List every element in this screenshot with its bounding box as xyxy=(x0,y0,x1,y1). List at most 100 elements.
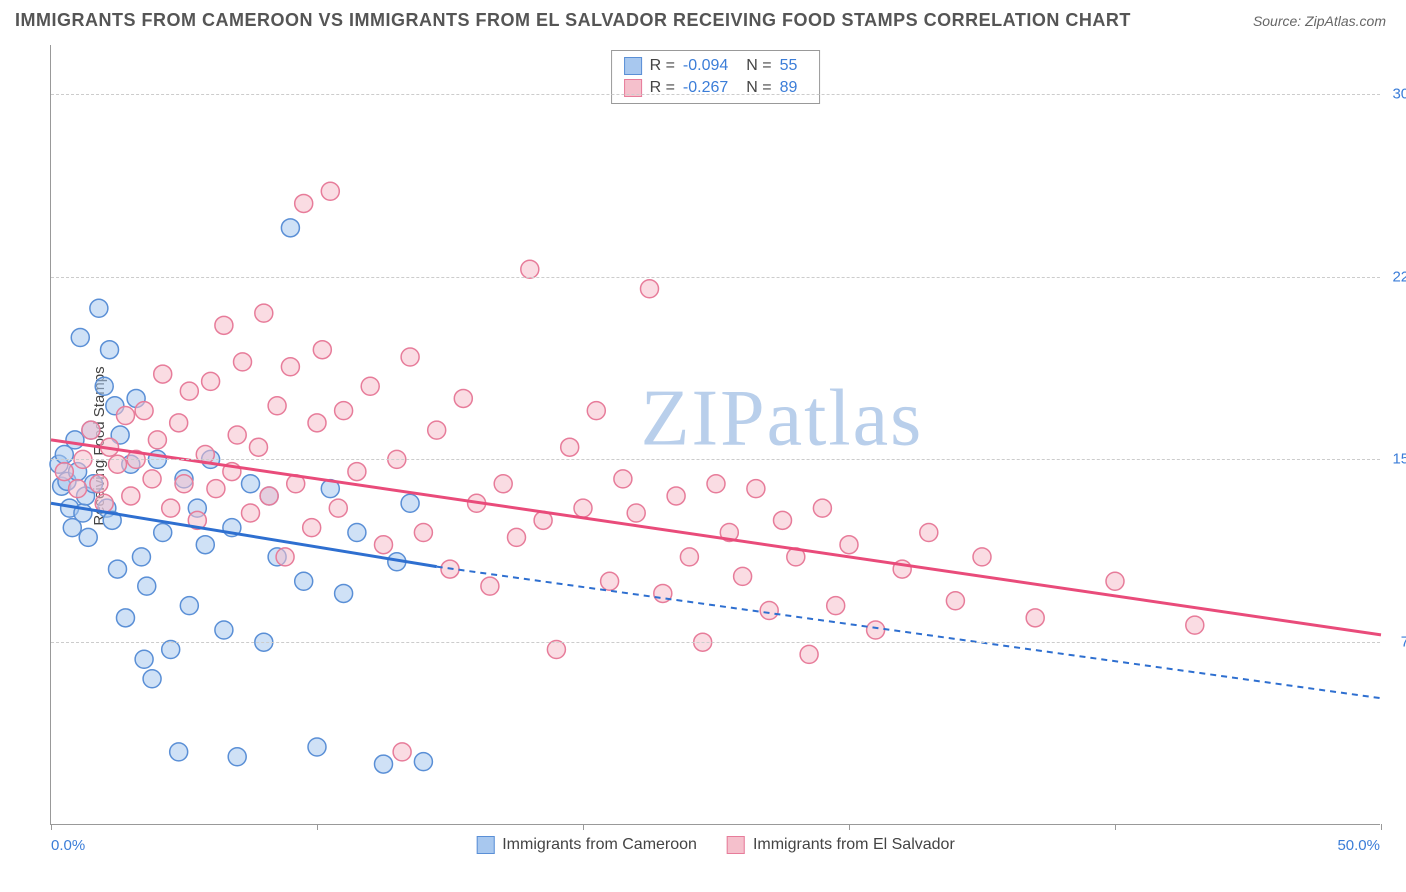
data-point xyxy=(707,475,725,493)
data-point xyxy=(414,524,432,542)
data-point xyxy=(228,748,246,766)
swatch-series1-legend xyxy=(476,836,494,854)
data-point xyxy=(101,341,119,359)
legend-label-series2: Immigrants from El Salvador xyxy=(753,836,955,854)
data-point xyxy=(329,499,347,517)
data-point xyxy=(268,397,286,415)
grid-line xyxy=(51,459,1380,460)
data-point xyxy=(521,260,539,278)
data-point xyxy=(109,560,127,578)
data-point xyxy=(66,431,84,449)
data-point xyxy=(154,365,172,383)
data-point xyxy=(196,536,214,554)
grid-line xyxy=(51,642,1380,643)
x-tick xyxy=(51,824,52,830)
data-point xyxy=(202,372,220,390)
data-point xyxy=(614,470,632,488)
data-point xyxy=(428,421,446,439)
data-point xyxy=(547,641,565,659)
data-point xyxy=(321,182,339,200)
x-tick xyxy=(583,824,584,830)
data-point xyxy=(116,407,134,425)
data-point xyxy=(1106,572,1124,590)
data-point xyxy=(627,504,645,522)
data-point xyxy=(348,524,366,542)
data-point xyxy=(71,329,89,347)
data-point xyxy=(295,194,313,212)
data-point xyxy=(313,341,331,359)
data-point xyxy=(82,421,100,439)
data-point xyxy=(162,499,180,517)
data-point xyxy=(132,548,150,566)
y-tick-label: 15.0% xyxy=(1392,451,1406,468)
data-point xyxy=(574,499,592,517)
data-point xyxy=(215,621,233,639)
data-point xyxy=(228,426,246,444)
data-point xyxy=(561,438,579,456)
grid-line xyxy=(51,277,1380,278)
data-point xyxy=(276,548,294,566)
legend-item-series2: Immigrants from El Salvador xyxy=(727,836,955,854)
data-point xyxy=(641,280,659,298)
swatch-series1 xyxy=(624,57,642,75)
data-point xyxy=(249,438,267,456)
data-point xyxy=(335,402,353,420)
data-point xyxy=(180,597,198,615)
data-point xyxy=(90,475,108,493)
stats-row-series1: R = -0.094 N = 55 xyxy=(624,55,808,77)
data-point xyxy=(255,304,273,322)
data-point xyxy=(827,597,845,615)
data-point xyxy=(1186,616,1204,634)
source-label: Source: ZipAtlas.com xyxy=(1253,13,1386,29)
x-max-label: 50.0% xyxy=(1337,837,1380,854)
data-point xyxy=(148,431,166,449)
data-point xyxy=(774,511,792,529)
data-point xyxy=(122,487,140,505)
data-point xyxy=(207,480,225,498)
scatter-svg xyxy=(51,45,1380,824)
legend-label-series1: Immigrants from Cameroon xyxy=(502,836,697,854)
data-point xyxy=(116,609,134,627)
data-point xyxy=(840,536,858,554)
data-point xyxy=(393,743,411,761)
data-point xyxy=(109,455,127,473)
stats-row-series2: R = -0.267 N = 89 xyxy=(624,77,808,99)
data-point xyxy=(454,389,472,407)
data-point xyxy=(401,494,419,512)
data-point xyxy=(260,487,278,505)
data-point xyxy=(170,414,188,432)
y-tick-label: 30.0% xyxy=(1392,85,1406,102)
data-point xyxy=(348,463,366,481)
data-point xyxy=(308,738,326,756)
data-point xyxy=(747,480,765,498)
data-point xyxy=(401,348,419,366)
data-point xyxy=(281,358,299,376)
data-point xyxy=(494,475,512,493)
data-point xyxy=(90,299,108,317)
bottom-legend: Immigrants from Cameroon Immigrants from… xyxy=(476,836,955,854)
data-point xyxy=(867,621,885,639)
data-point xyxy=(55,463,73,481)
data-point xyxy=(813,499,831,517)
x-tick xyxy=(317,824,318,830)
data-point xyxy=(920,524,938,542)
data-point xyxy=(800,645,818,663)
swatch-series2-legend xyxy=(727,836,745,854)
data-point xyxy=(587,402,605,420)
n-value-series1: 55 xyxy=(780,57,798,75)
data-point xyxy=(242,475,260,493)
data-point xyxy=(162,641,180,659)
data-point xyxy=(680,548,698,566)
data-point xyxy=(667,487,685,505)
data-point xyxy=(973,548,991,566)
data-point xyxy=(79,528,97,546)
data-point xyxy=(295,572,313,590)
grid-line xyxy=(51,94,1380,95)
data-point xyxy=(215,316,233,334)
data-point xyxy=(375,755,393,773)
data-point xyxy=(180,382,198,400)
trend-line-series1-dashed xyxy=(437,567,1381,699)
data-point xyxy=(170,743,188,761)
data-point xyxy=(234,353,252,371)
data-point xyxy=(601,572,619,590)
